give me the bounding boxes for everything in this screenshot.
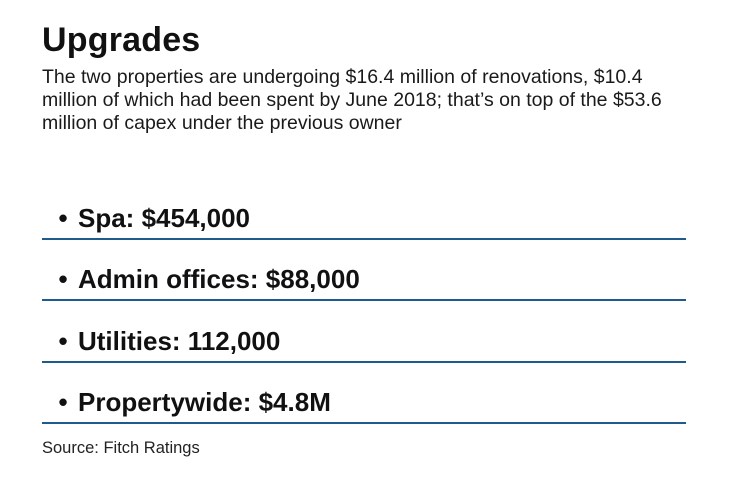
- list-item: • Admin offices: $88,000: [42, 240, 686, 301]
- list-item: • Propertywide: $4.8M: [42, 363, 686, 424]
- bullet-icon: •: [58, 264, 68, 294]
- list-item-label: Admin offices: $88,000: [78, 264, 360, 294]
- list-item-label: Propertywide: $4.8M: [78, 387, 331, 417]
- bullet-icon: •: [58, 202, 68, 233]
- source-note: Source: Fitch Ratings: [42, 439, 200, 457]
- list-item-label: Spa: $454,000: [78, 202, 251, 233]
- subtitle: The two properties are undergoing $16.4 …: [42, 66, 662, 134]
- bullet-icon: •: [58, 387, 68, 417]
- list-item-label: Utilities: 112,000: [78, 325, 281, 356]
- bullet-icon: •: [58, 325, 68, 356]
- list-item: • Utilities: 112,000: [42, 301, 686, 363]
- list-item: • Spa: $454,000: [42, 178, 686, 240]
- page-title: Upgrades: [42, 21, 201, 59]
- cost-list: • Spa: $454,000 • Admin offices: $88,000…: [42, 178, 686, 424]
